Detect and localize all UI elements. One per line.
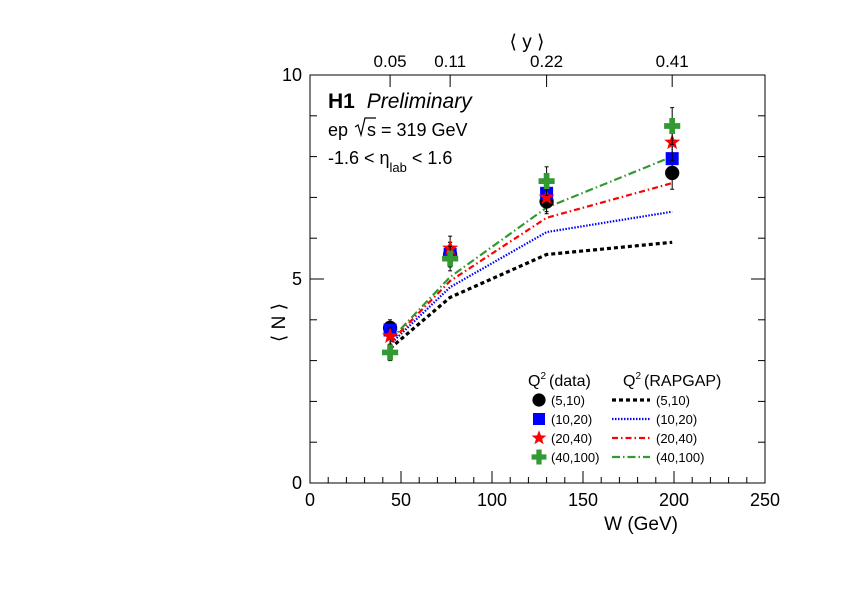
legend-data-label: (20,40) xyxy=(551,431,592,446)
top-tick-label: 0.11 xyxy=(434,52,466,71)
data-point-(40,100) xyxy=(382,344,399,361)
top-tick-label: 0.41 xyxy=(656,52,689,71)
legend-data-label: (40,100) xyxy=(551,450,599,465)
legend-mc-label: (20,40) xyxy=(656,431,697,446)
x-tick-label: 150 xyxy=(568,490,598,510)
eta-left: -1.6 < η xyxy=(328,148,390,168)
data-point-(40,100) xyxy=(664,117,681,135)
y-tick-label: 10 xyxy=(282,65,302,85)
legend-data-header: Q2 (data) xyxy=(528,371,591,390)
legend-mc-q2: Q xyxy=(623,373,635,390)
data-point-(20,40) xyxy=(538,188,555,205)
legend-mc-label: (5,10) xyxy=(656,393,690,408)
mc-line-(5,10) xyxy=(389,240,673,350)
x-tick-label: 0 xyxy=(305,490,315,510)
legend-data-q2: Q xyxy=(528,373,540,390)
data-point-(20,40) xyxy=(382,327,399,343)
eta-right: < 1.6 xyxy=(407,148,453,168)
x-axis-label: W (GeV) xyxy=(604,514,678,535)
legend-data-label: (10,20) xyxy=(551,412,592,427)
data-point-(40,100) xyxy=(442,250,459,267)
mc-line-(20,40) xyxy=(389,182,673,343)
energy-value-line: s = 319 GeV xyxy=(367,120,468,140)
legend-marker-(10,20) xyxy=(533,413,545,425)
legend-mc-header-text: (RAPGAP) xyxy=(644,373,721,390)
mc-line-(40,100) xyxy=(389,155,673,341)
y-tick-label: 5 xyxy=(292,269,302,289)
experiment-name: H1 xyxy=(328,90,355,113)
mc-curves xyxy=(389,155,673,350)
legend-marker-(40,100) xyxy=(531,449,547,465)
y-axis-label: ⟨ N ⟩ xyxy=(269,303,290,342)
annotation-eta: -1.6 < ηlab < 1.6 xyxy=(328,148,452,175)
sqrt-symbol xyxy=(354,117,376,138)
x-tick-label: 200 xyxy=(659,490,689,510)
data-point-(40,100) xyxy=(538,173,555,190)
top-tick-label: 0.22 xyxy=(530,52,563,71)
energy-value: = 319 GeV xyxy=(376,120,468,140)
axis-ticks: 0 50 100 150 200 250 0 5 10 0.05 0.11 0.22 0.41 xyxy=(282,52,780,510)
mc-line-(10,20) xyxy=(389,210,673,346)
top-tick-label: 0.05 xyxy=(374,52,407,71)
legend-data-header-text: (data) xyxy=(549,373,591,390)
energy-sqrt-arg: s xyxy=(367,120,376,140)
energy-prefix: ep xyxy=(328,120,348,140)
annotation-experiment-line: H1 Preliminary xyxy=(328,90,473,113)
x-tick-label: 250 xyxy=(750,490,780,510)
legend-mc-label: (40,100) xyxy=(656,450,704,465)
x-tick-label: 100 xyxy=(477,490,507,510)
legend-mc-label: (10,20) xyxy=(656,412,697,427)
data-points xyxy=(382,107,681,362)
legend: (5,10) (10,20) (20,40) (40,100) (5,10) (10,20… xyxy=(531,393,704,465)
legend-marker-(5,10) xyxy=(532,393,546,407)
legend-data-q2-sup: 2 xyxy=(540,371,546,382)
eta-sub: lab xyxy=(390,160,407,175)
legend-mc-q2-sup: 2 xyxy=(635,371,641,382)
top-axis-label: ⟨ y ⟩ xyxy=(510,32,545,53)
legend-data-label: (5,10) xyxy=(551,393,585,408)
legend-marker-(20,40) xyxy=(531,430,547,445)
y-tick-label: 0 xyxy=(292,473,302,493)
annotation-energy: ep s = 319 GeV xyxy=(328,117,468,140)
legend-mc-header: Q2 (RAPGAP) xyxy=(623,371,721,390)
experiment-status: Preliminary xyxy=(367,90,474,113)
x-tick-label: 50 xyxy=(391,490,411,510)
